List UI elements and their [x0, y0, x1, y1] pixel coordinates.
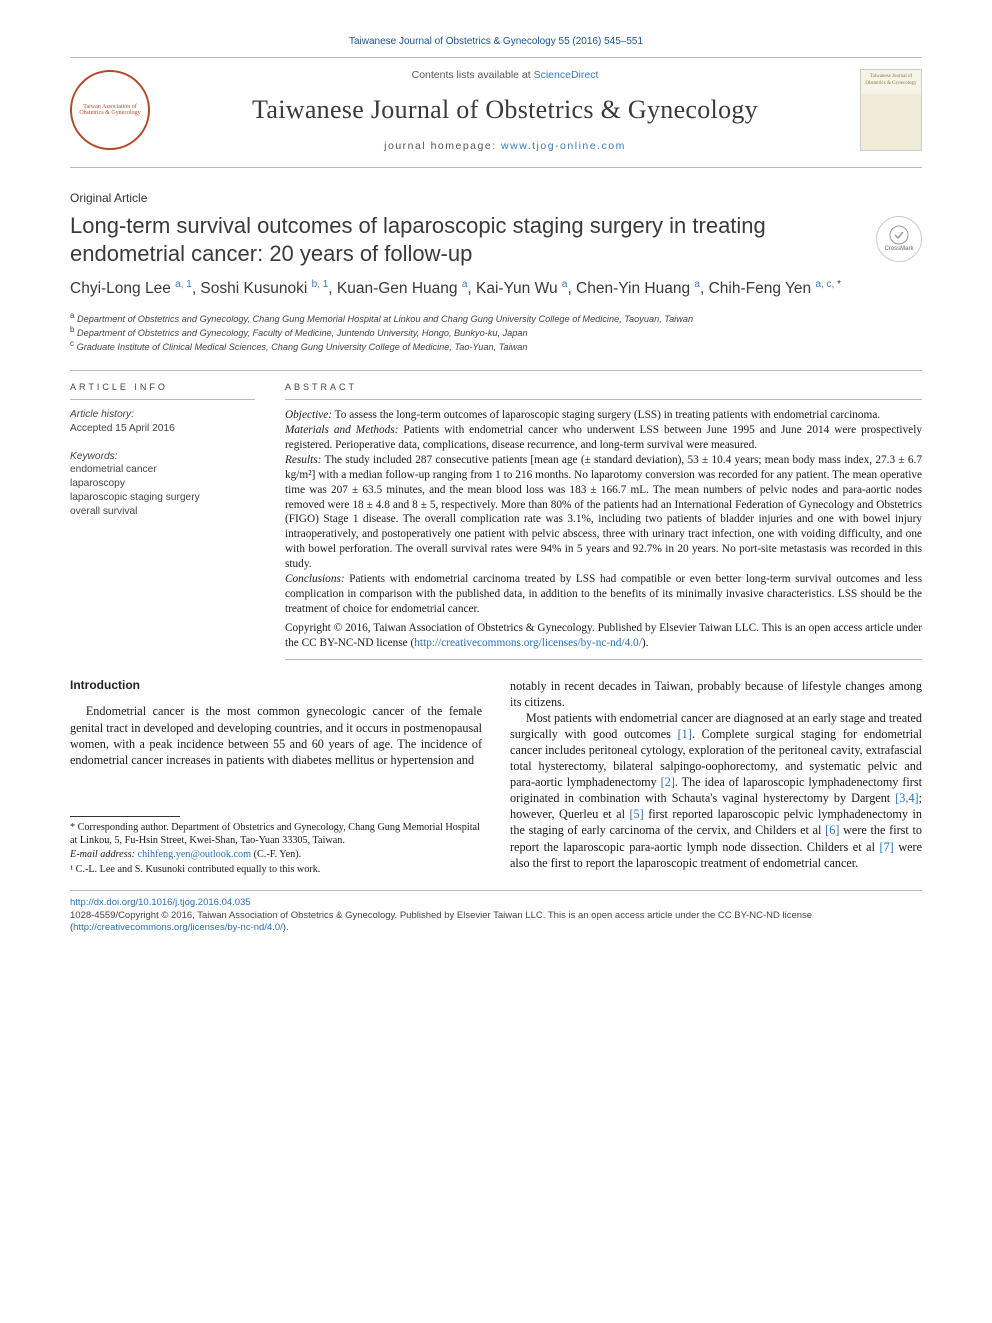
doi-link[interactable]: http://dx.doi.org/10.1016/j.tjog.2016.04…	[70, 897, 251, 908]
email-line: E-mail address: chihfeng.yen@outlook.com…	[70, 848, 482, 861]
conclusions-text: Patients with endometrial carcinoma trea…	[285, 573, 922, 615]
email-link[interactable]: chihfeng.yen@outlook.com	[138, 849, 252, 860]
conclusions-label: Conclusions:	[285, 573, 345, 585]
affiliation-b: b Department of Obstetrics and Gynecolog…	[70, 325, 922, 339]
keywords-block: Keywords: endometrial cancer laparoscopy…	[70, 450, 255, 519]
ref-link[interactable]: [5]	[629, 807, 643, 821]
homepage-prefix: journal homepage:	[384, 140, 501, 152]
methods-label: Materials and Methods:	[285, 424, 398, 436]
journal-cover-thumbnail: Taiwanese Journal of Obstetrics & Gyneco…	[860, 69, 922, 151]
keywords-label: Keywords:	[70, 450, 255, 464]
journal-masthead: Taiwan Association of Obstetrics & Gynec…	[70, 57, 922, 168]
keyword: overall survival	[70, 505, 255, 519]
affiliation-c: c Graduate Institute of Clinical Medical…	[70, 339, 922, 353]
crossmark-badge[interactable]: CrossMark	[876, 216, 922, 262]
journal-name: Taiwanese Journal of Obstetrics & Gyneco…	[168, 92, 842, 127]
corresponding-author: * Corresponding author. Department of Ob…	[70, 821, 482, 848]
ref-link[interactable]: [3,4]	[895, 791, 918, 805]
ref-link[interactable]: [6]	[825, 823, 839, 837]
history-label: Article history:	[70, 408, 255, 422]
objective-label: Objective:	[285, 409, 332, 421]
results-text: The study included 287 consecutive patie…	[285, 454, 922, 570]
authors-line: Chyi-Long Lee a, 1, Soshi Kusunoki b, 1,…	[70, 278, 922, 300]
article-history: Article history: Accepted 15 April 2016	[70, 408, 255, 436]
keyword: laparoscopic staging surgery	[70, 491, 255, 505]
intro-p3: Most patients with endometrial cancer ar…	[510, 710, 922, 871]
abstract-heading: ABSTRACT	[285, 373, 922, 400]
article-info-sidebar: ARTICLE INFO Article history: Accepted 1…	[70, 370, 255, 660]
keyword: laparoscopy	[70, 477, 255, 491]
crossmark-label: CrossMark	[884, 245, 913, 253]
citation-line: Taiwanese Journal of Obstetrics & Gyneco…	[70, 35, 922, 49]
objective-text: To assess the long-term outcomes of lapa…	[335, 409, 881, 421]
contents-available: Contents lists available at ScienceDirec…	[168, 68, 842, 82]
intro-p1: Endometrial cancer is the most common gy…	[70, 703, 482, 767]
abstract-body: Objective: To assess the long-term outco…	[285, 408, 922, 660]
accepted-date: Accepted 15 April 2016	[70, 423, 175, 434]
intro-p2: notably in recent decades in Taiwan, pro…	[510, 678, 922, 710]
masthead-center: Contents lists available at ScienceDirec…	[168, 68, 842, 153]
article-type: Original Article	[70, 190, 922, 206]
article-body: Introduction Endometrial cancer is the m…	[70, 678, 922, 876]
page-footer: http://dx.doi.org/10.1016/j.tjog.2016.04…	[70, 890, 922, 935]
ref-link[interactable]: [2]	[661, 775, 675, 789]
homepage-link[interactable]: www.tjog-online.com	[501, 140, 626, 152]
equal-contribution: ¹ C.-L. Lee and S. Kusunoki contributed …	[70, 863, 482, 876]
ref-link[interactable]: [7]	[880, 840, 894, 854]
article-title: Long-term survival outcomes of laparosco…	[70, 212, 864, 268]
journal-logo: Taiwan Association of Obstetrics & Gynec…	[70, 70, 150, 150]
keyword: endometrial cancer	[70, 463, 255, 477]
cc-license-link[interactable]: http://creativecommons.org/licenses/by-n…	[414, 637, 642, 649]
affiliations-block: a Department of Obstetrics and Gynecolog…	[70, 311, 922, 354]
copyright-tail: ).	[642, 637, 649, 649]
email-tail: (C.-F. Yen).	[251, 849, 301, 860]
contents-prefix: Contents lists available at	[412, 69, 534, 81]
results-label: Results:	[285, 454, 321, 466]
email-label: E-mail address:	[70, 849, 135, 860]
article-info-heading: ARTICLE INFO	[70, 373, 255, 400]
ref-link[interactable]: [1]	[678, 727, 692, 741]
journal-homepage: journal homepage: www.tjog-online.com	[168, 139, 842, 153]
footnotes-block: * Corresponding author. Department of Ob…	[70, 816, 482, 876]
sciencedirect-link[interactable]: ScienceDirect	[534, 69, 599, 81]
introduction-heading: Introduction	[70, 678, 482, 694]
footer-tail: ).	[283, 922, 289, 933]
affiliation-a: a Department of Obstetrics and Gynecolog…	[70, 311, 922, 325]
footer-cc-link[interactable]: http://creativecommons.org/licenses/by-n…	[73, 922, 283, 933]
footnote-rule	[70, 816, 180, 817]
abstract-column: ABSTRACT Objective: To assess the long-t…	[285, 370, 922, 660]
